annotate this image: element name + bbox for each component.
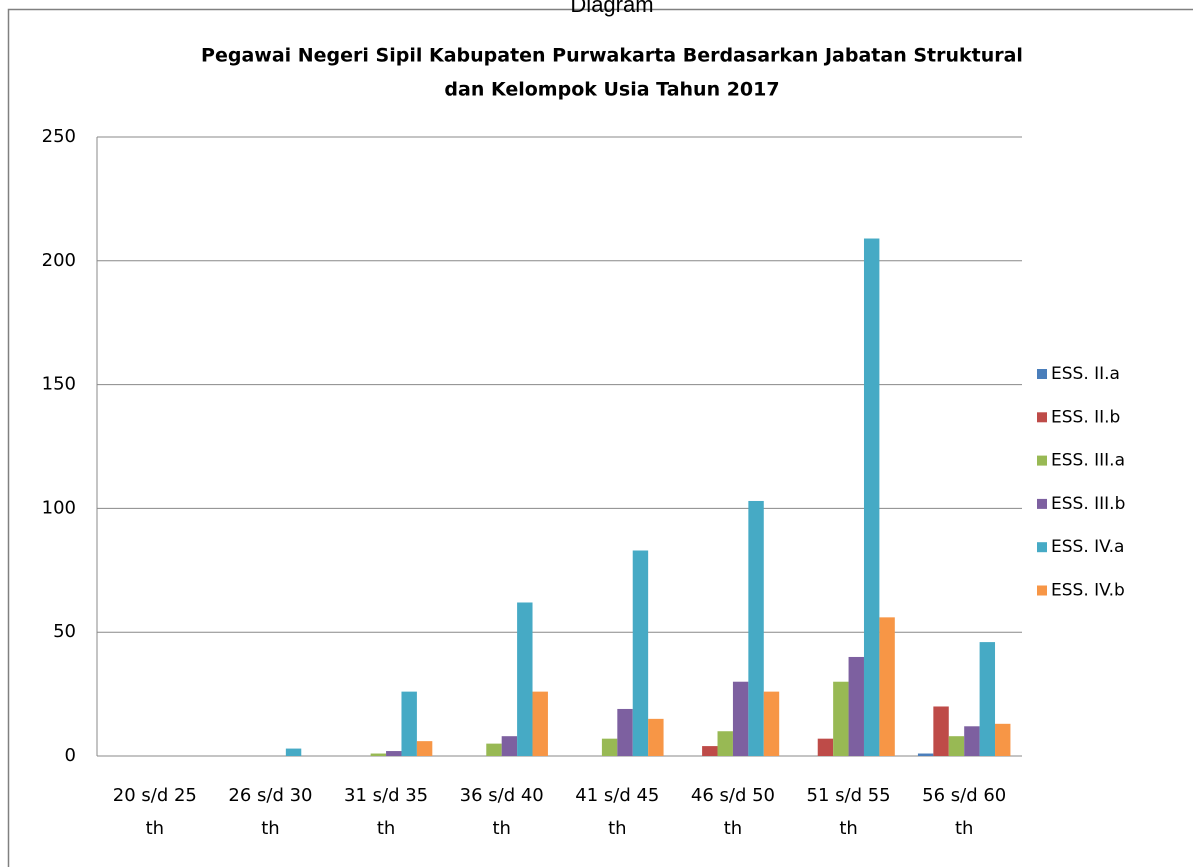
bar	[285, 748, 302, 756]
bar	[717, 731, 733, 756]
bar	[370, 753, 387, 756]
y-tick-label: 50	[53, 621, 76, 642]
bar	[401, 691, 417, 756]
bar	[416, 741, 433, 756]
bar	[863, 238, 880, 757]
bar	[748, 500, 764, 756]
legend-swatch	[1037, 455, 1047, 466]
bar	[979, 642, 996, 756]
legend-swatch	[1037, 542, 1047, 553]
legend-label: ESS. III.b	[1051, 494, 1125, 514]
y-tick-label: 200	[42, 250, 76, 271]
bar	[517, 602, 533, 756]
legend-swatch	[1037, 498, 1047, 509]
bar	[917, 753, 934, 756]
y-tick-label: 100	[42, 497, 76, 518]
chart-title: Pegawai Negeri Sipil Kabupaten Purwakart…	[201, 45, 1023, 67]
bar	[817, 738, 834, 756]
bar	[879, 617, 895, 756]
legend-swatch	[1037, 369, 1047, 379]
bar	[532, 691, 548, 756]
bar	[386, 751, 402, 756]
legend-label: ESS. III.a	[1051, 451, 1125, 471]
bar	[948, 736, 965, 756]
legend-swatch	[1037, 412, 1047, 423]
bar	[848, 656, 864, 756]
y-tick-label: 250	[42, 126, 76, 147]
bar	[964, 726, 980, 756]
y-tick-label: 0	[65, 745, 76, 766]
bar	[501, 736, 518, 756]
chart-frame	[7, 8, 1193, 867]
y-tick-label: 150	[42, 374, 76, 395]
legend-label: ESS. II.a	[1051, 364, 1120, 384]
legend-label: ESS. II.b	[1051, 407, 1120, 427]
bar	[995, 723, 1011, 756]
legend-label: ESS. IV.b	[1051, 581, 1125, 601]
bar	[933, 706, 949, 756]
bar	[763, 691, 780, 756]
bar	[732, 681, 749, 756]
bar	[601, 738, 618, 756]
chart-title: dan Kelompok Usia Tahun 2017	[444, 79, 779, 101]
bar	[632, 550, 649, 756]
caption: Diagram	[570, 0, 653, 17]
bar	[648, 718, 664, 756]
bar	[833, 681, 849, 756]
legend-label: ESS. IV.a	[1051, 537, 1124, 557]
legend-swatch	[1037, 585, 1047, 596]
bar	[702, 746, 718, 756]
bar	[486, 743, 502, 756]
bar	[617, 708, 633, 756]
